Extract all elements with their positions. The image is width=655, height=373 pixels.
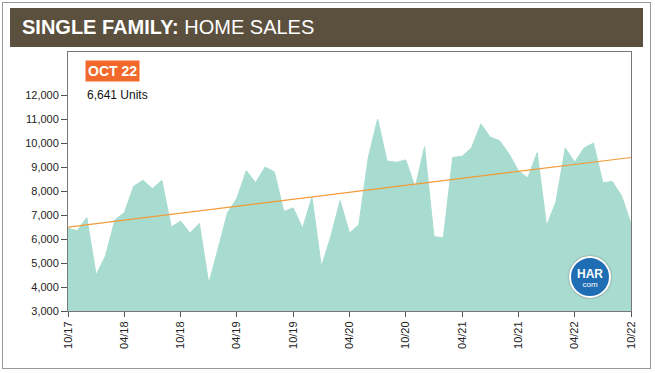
html-text:HAR: HAR bbox=[577, 267, 603, 281]
svg-text:9,000: 9,000 bbox=[31, 161, 59, 173]
svg-text:8,000: 8,000 bbox=[31, 185, 59, 197]
svg-text:04/19: 04/19 bbox=[230, 321, 242, 349]
svg-text:OCT 22: OCT 22 bbox=[88, 63, 137, 79]
svg-text:6,000: 6,000 bbox=[31, 233, 59, 245]
svg-text:12,000: 12,000 bbox=[25, 89, 59, 101]
html-text:com: com bbox=[582, 280, 598, 289]
svg-text:10/19: 10/19 bbox=[287, 321, 299, 349]
svg-text:04/18: 04/18 bbox=[118, 321, 130, 349]
svg-text:7,000: 7,000 bbox=[31, 209, 59, 221]
svg-text:10/17: 10/17 bbox=[62, 321, 74, 349]
svg-text:3,000: 3,000 bbox=[31, 305, 59, 317]
svg-text:04/20: 04/20 bbox=[343, 321, 355, 349]
svg-text:04/21: 04/21 bbox=[456, 321, 468, 349]
svg-text:5,000: 5,000 bbox=[31, 257, 59, 269]
svg-text:10/21: 10/21 bbox=[512, 321, 524, 349]
svg-text:04/22: 04/22 bbox=[568, 321, 580, 349]
svg-text:11,000: 11,000 bbox=[26, 113, 59, 125]
svg-text:10/18: 10/18 bbox=[174, 321, 186, 349]
svg-text:6,641 Units: 6,641 Units bbox=[87, 88, 148, 102]
svg-text:10/20: 10/20 bbox=[399, 321, 411, 349]
svg-text:10,000: 10,000 bbox=[25, 137, 59, 149]
html-text:SINGLE FAMILY: HOME SALES: SINGLE FAMILY: HOME SALES bbox=[22, 16, 315, 38]
svg-text:10/22: 10/22 bbox=[625, 321, 637, 349]
svg-text:4,000: 4,000 bbox=[31, 281, 59, 293]
